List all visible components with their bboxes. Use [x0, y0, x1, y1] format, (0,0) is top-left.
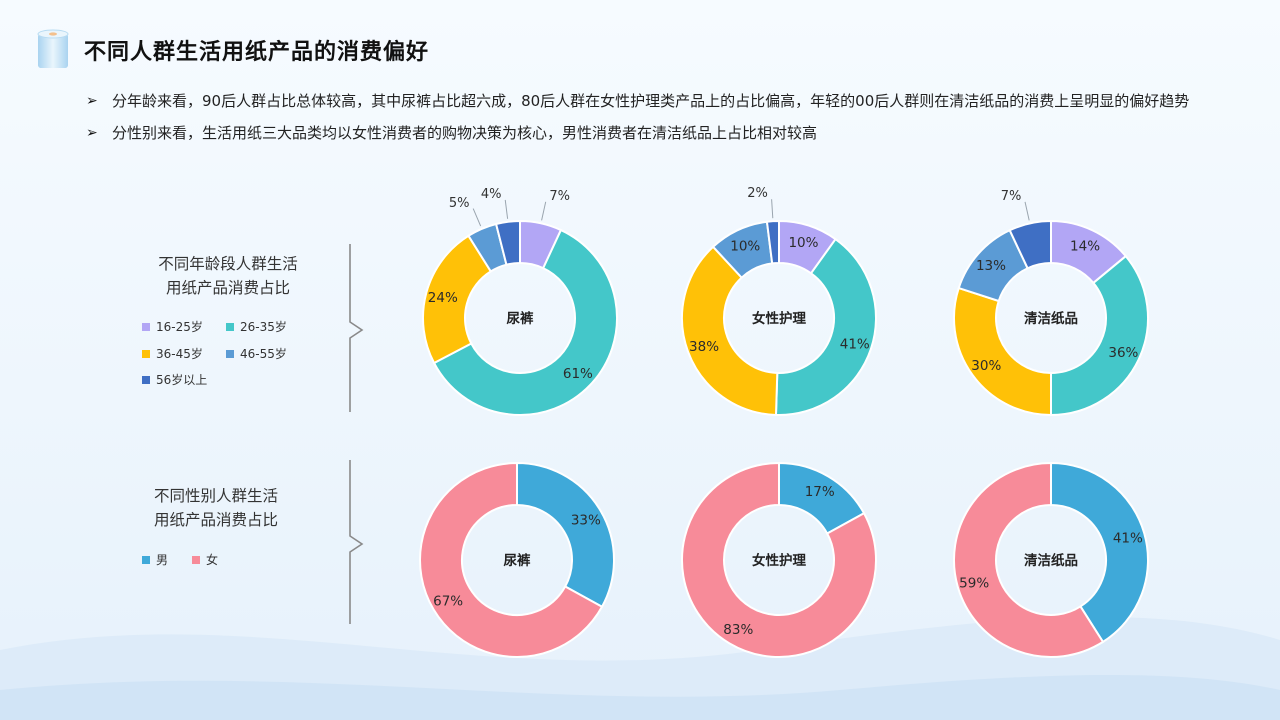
arrow-bullet-icon: ➢	[86, 93, 98, 109]
slice-label: 33%	[571, 512, 601, 528]
slice-label: 17%	[805, 484, 835, 500]
donut-slice	[953, 461, 1105, 658]
legend-label: 女	[206, 553, 219, 567]
slice-label: 41%	[840, 337, 870, 353]
legend-swatch	[142, 322, 150, 331]
slice-label: 59%	[959, 575, 989, 591]
tissue-roll-icon	[34, 28, 74, 72]
slice-label: 7%	[549, 189, 570, 204]
donut-slice	[1050, 254, 1149, 417]
page-title: 不同人群生活用纸产品的消费偏好	[84, 40, 430, 65]
header: 不同人群生活用纸产品的消费偏好	[34, 26, 429, 74]
legend-item: 26-35岁	[226, 318, 287, 335]
arrow-bullet-icon: ➢	[86, 125, 98, 141]
leader-line	[504, 199, 509, 219]
bullet-text: 分年龄来看，90后人群占比总体较高，其中尿裤占比超六成，80后人群在女性护理类产…	[112, 92, 1190, 110]
slice-label: 24%	[428, 290, 458, 306]
legend-item: 46-55岁	[226, 345, 287, 362]
donut-slice	[1008, 219, 1052, 270]
slice-label: 30%	[971, 358, 1001, 374]
slice-label: 67%	[433, 594, 463, 610]
bullet-item: ➢ 分性别来看，生活用纸三大品类均以女性消费者的购物决策为核心，男性消费者在清洁…	[86, 118, 1236, 148]
donut-slice	[681, 245, 779, 416]
legend-swatch	[226, 322, 234, 331]
donut-slice	[432, 228, 618, 416]
slice-label: 4%	[481, 187, 502, 202]
legend-swatch	[142, 555, 150, 564]
legend-item: 36-45岁	[142, 345, 203, 362]
legend-item: 16-25岁	[142, 318, 203, 335]
donut-slice	[765, 219, 780, 265]
age-bracket	[349, 244, 364, 412]
donut-slice	[494, 219, 521, 266]
gender-label-line2: 用纸产品消费占比	[153, 511, 278, 529]
donut-center-label: 尿裤	[504, 552, 532, 569]
slice-label: 2%	[747, 186, 768, 201]
age-label-line1: 不同年龄段人群生活	[158, 255, 298, 273]
gender-bracket	[349, 460, 364, 624]
donut-slice	[774, 237, 877, 416]
legend-label: 36-45岁	[156, 347, 203, 361]
legend-item: 男	[142, 551, 168, 568]
gender-section-label: 不同性别人群生活 用纸产品消费占比	[116, 484, 316, 532]
leader-line	[771, 199, 774, 219]
legend-swatch	[192, 555, 200, 564]
donut-center-label: 女性护理	[752, 552, 806, 569]
legend-label: 16-25岁	[156, 320, 203, 334]
legend-item: 56岁以上	[142, 371, 207, 388]
legend-label: 46-55岁	[240, 347, 287, 361]
donut-slice	[953, 286, 1052, 417]
slice-label: 14%	[1070, 239, 1100, 255]
donut-slice	[1050, 461, 1150, 644]
slice-label: 36%	[1108, 345, 1138, 361]
slice-label: 61%	[563, 366, 593, 382]
gender-label-line1: 不同性别人群生活	[153, 487, 278, 505]
donut-slice	[516, 461, 615, 609]
legend-label: 26-35岁	[240, 320, 287, 334]
slice-label: 41%	[1113, 531, 1143, 547]
summary-bullets: ➢ 分年龄来看，90后人群占比总体较高，其中尿裤占比超六成，80后人群在女性护理…	[86, 86, 1236, 150]
slice-label: 83%	[723, 622, 753, 638]
leader-line	[1024, 201, 1030, 221]
legend-swatch	[226, 349, 234, 358]
legend-item: 女	[192, 551, 218, 568]
slice-label: 5%	[449, 196, 470, 211]
donut-slice	[681, 461, 877, 658]
slice-label: 10%	[788, 235, 818, 251]
leader-line	[472, 208, 482, 227]
bullet-text: 分性别来看，生活用纸三大品类均以女性消费者的购物决策为核心，男性消费者在清洁纸品…	[112, 124, 818, 142]
donut-center-label: 女性护理	[752, 310, 806, 327]
donut-center-label: 尿裤	[507, 310, 535, 327]
donut-center-label: 清洁纸品	[1024, 552, 1078, 569]
legend-label: 男	[156, 553, 169, 567]
legend-swatch	[142, 349, 150, 358]
slice-label: 38%	[689, 339, 719, 355]
age-label-line2: 用纸产品消费占比	[165, 279, 290, 297]
bullet-item: ➢ 分年龄来看，90后人群占比总体较高，其中尿裤占比超六成，80后人群在女性护理…	[86, 86, 1236, 116]
age-section-label: 不同年龄段人群生活 用纸产品消费占比	[128, 252, 328, 300]
donut-slice	[419, 461, 604, 658]
slice-label: 7%	[1001, 189, 1022, 204]
slice-label: 13%	[976, 258, 1006, 274]
leader-line	[541, 201, 547, 221]
legend-label: 56岁以上	[156, 373, 208, 387]
donut-center-label: 清洁纸品	[1024, 310, 1078, 327]
legend-swatch	[142, 375, 150, 384]
slice-label: 10%	[730, 238, 760, 254]
